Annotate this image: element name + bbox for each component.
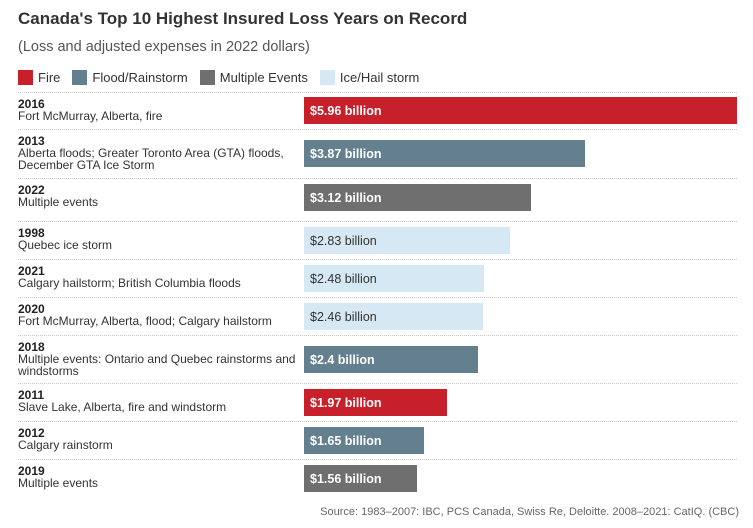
chart-row: 2013 Alberta floods; Greater Toronto Area… [18,129,737,179]
row-year: 2011 [18,388,45,402]
row-year: 2013 [18,134,45,148]
bar-2021: $2.48 billion [304,265,484,292]
bar-value-label: $2.83 billion [310,233,377,248]
row-description: Calgary rainstorm [18,438,113,452]
row-description: Alberta floods; Greater Toronto Area (GT… [18,146,284,172]
bar-value-label: $5.96 billion [310,103,382,118]
bar-value-label: $2.46 billion [310,309,377,324]
row-year: 2019 [18,464,45,478]
chart-title: Canada's Top 10 Highest Insured Loss Yea… [18,9,468,28]
legend-swatch-fire [18,69,33,85]
legend: Fire Flood/Rainstorm Multiple Events Ice/Ha… [18,69,431,85]
legend-swatch-flood [72,69,88,85]
legend-swatch-ice [319,69,335,85]
row-description: Quebec ice storm [18,238,113,252]
row-label: 2016 Fort McMurray, Alberta, fire [18,98,298,122]
row-description: Multiple events: Ontario and Quebec rain… [18,352,296,378]
legend-label-multiple: Multiple Events [219,69,308,85]
bar-value-label: $3.87 billion [310,146,382,161]
bar-2018: $2.4 billion [304,346,478,373]
chart-row: 2020 Fort McMurray, Alberta, flood; Calga… [18,297,737,336]
chart-row: 2018 Multiple events: Ontario and Quebec … [18,335,737,384]
legend-item-ice: Ice/Hail storm [319,69,420,85]
bar-2020: $2.46 billion [304,303,483,330]
row-year: 2012 [18,426,45,440]
row-year: 2020 [18,302,45,316]
legend-item-flood: Flood/Rainstorm [72,69,188,85]
row-label: 1998 Quebec ice storm [18,227,298,251]
row-label: 2012 Calgary rainstorm [18,427,298,451]
legend-item-fire: Fire [18,69,61,85]
row-label: 2020 Fort McMurray, Alberta, flood; Calga… [18,303,298,327]
row-description: Slave Lake, Alberta, fire and windstorm [18,400,227,414]
row-description: Calgary hailstorm; British Columbia floo… [18,276,241,290]
bar-2012: $1.65 billion [304,427,424,454]
bar-2013: $3.87 billion [304,140,585,167]
chart-row: 2012 Calgary rainstorm $1.65 billion [18,421,737,460]
bar-value-label: $1.65 billion [310,433,382,448]
legend-label-flood: Flood/Rainstorm [92,69,188,85]
bar-value-label: $2.48 billion [310,271,377,286]
row-year: 2018 [18,340,45,354]
bar-2016: $5.96 billion [304,97,737,124]
chart-row: 2022 Multiple events $3.12 billion [18,178,737,222]
row-description: Multiple events [18,195,99,209]
legend-label-fire: Fire [38,69,61,85]
row-label: 2021 Calgary hailstorm; British Columbia … [18,265,298,289]
chart-row: 1998 Quebec ice storm $2.83 billion [18,221,737,260]
bar-2019: $1.56 billion [304,465,417,492]
chart-subtitle: (Loss and adjusted expenses in 2022 doll… [18,39,310,55]
legend-swatch-multiple [199,69,215,85]
bar-2011: $1.97 billion [304,389,447,416]
row-year: 2021 [18,264,45,278]
bar-1998: $2.83 billion [304,227,510,254]
chart-row: 2021 Calgary hailstorm; British Columbia … [18,259,737,298]
row-year: 1998 [18,226,45,240]
source-note: Source: 1983–2007: IBC, PCS Canada, Swis… [320,506,739,518]
bar-value-label: $1.97 billion [310,395,382,410]
row-description: Fort McMurray, Alberta, flood; Calgary h… [18,314,272,328]
chart-row: 2016 Fort McMurray, Alberta, fire $5.96 bi… [18,92,737,130]
row-label: 2013 Alberta floods; Greater Toronto Area… [18,135,298,171]
row-label: 2018 Multiple events: Ontario and Quebec … [18,341,298,377]
bar-2022: $3.12 billion [304,184,531,211]
row-year: 2022 [18,183,45,197]
legend-label-ice: Ice/Hail storm [339,69,420,85]
row-label: 2022 Multiple events [18,184,298,208]
bar-value-label: $2.4 billion [310,352,375,367]
row-year: 2016 [18,97,45,111]
row-description: Fort McMurray, Alberta, fire [18,109,163,123]
row-label: 2019 Multiple events [18,465,298,489]
chart-row: 2011 Slave Lake, Alberta, fire and windst… [18,383,737,422]
bar-value-label: $1.56 billion [310,471,382,486]
legend-item-multiple: Multiple Events [199,69,308,85]
row-description: Multiple events [18,476,99,490]
row-label: 2011 Slave Lake, Alberta, fire and windst… [18,389,298,413]
chart-row: 2019 Multiple events $1.56 billion [18,459,737,498]
bar-value-label: $3.12 billion [310,190,382,205]
